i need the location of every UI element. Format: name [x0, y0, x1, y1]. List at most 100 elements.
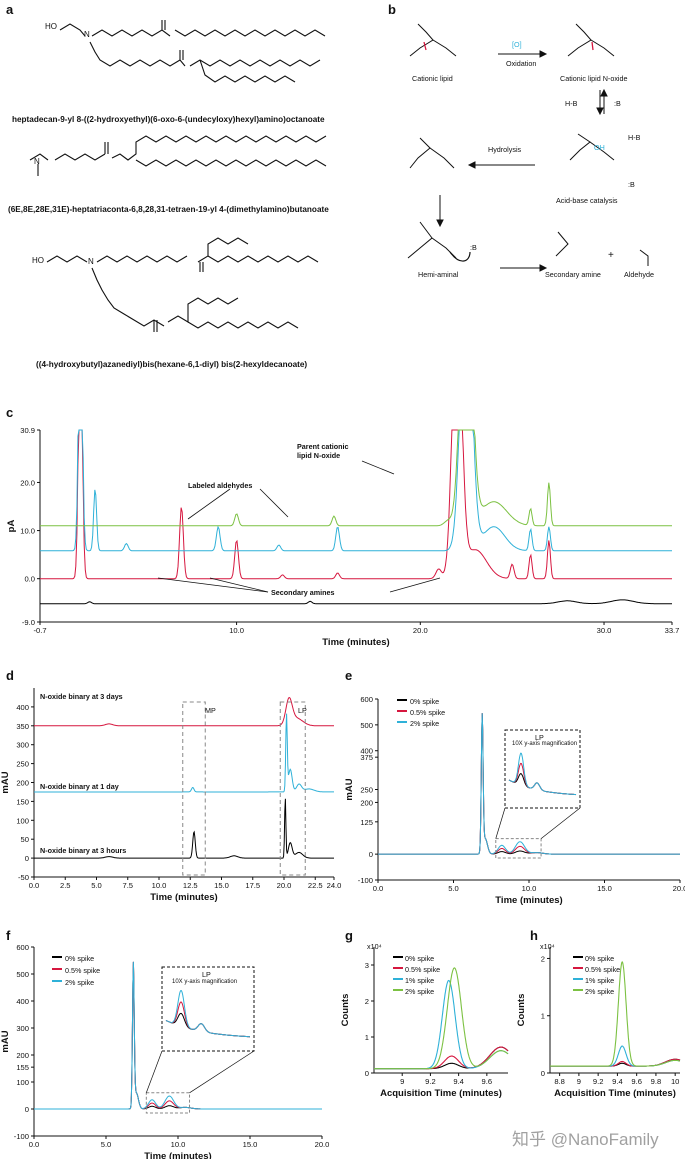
structure-2-chain [135, 159, 327, 167]
inset-connector-1 [495, 807, 506, 839]
series-3-hours [34, 798, 334, 859]
panel-label-e: e [345, 668, 353, 683]
series-line-3 [550, 961, 681, 1067]
x-tick-label: 0.0 [29, 881, 40, 890]
x-tick-label: 9.4 [453, 1077, 464, 1086]
legend-h-3: 2% spike [585, 987, 615, 996]
arrow-amine-1 [157, 577, 269, 593]
label-oh: OH [594, 143, 605, 152]
label-hydrolysis: Hydrolysis [488, 145, 522, 154]
x-tick-label: 22.5 [308, 881, 323, 890]
structure-1-chain [91, 29, 171, 37]
series-3-days [34, 697, 334, 727]
legend-e-1: 0.5% spike [410, 708, 446, 717]
x-tick-label: 8.8 [554, 1077, 565, 1086]
x-tick-label: 20.0 [673, 884, 685, 893]
x-tick-label: 30.0 [597, 626, 612, 635]
panel-label-g: g [345, 928, 353, 943]
arrow-amine-3 [389, 577, 441, 593]
y-tick-label: 10.0 [20, 527, 35, 536]
structure-3-chain [46, 255, 88, 263]
label-n-oxide: Cationic lipid N-oxide [560, 74, 628, 83]
arrow-parent [361, 460, 395, 475]
y-tick-label: 2 [541, 954, 545, 963]
y-tick-label: -50 [18, 873, 29, 882]
series-line-2 [374, 979, 509, 1070]
label-secondary-amine: Secondary amine [545, 270, 601, 279]
y-tick-label: 200 [360, 798, 373, 807]
x-tick-label: 9.8 [651, 1077, 662, 1086]
inset-connector-1 [145, 1050, 163, 1093]
label-hb-1: H-B [565, 99, 578, 108]
panel-label-c: c [6, 405, 14, 420]
label-hemi-aminal: Hemi-aminal [418, 270, 459, 279]
x-tick-label: 9.2 [593, 1077, 604, 1086]
x-tick-label: 9.6 [482, 1077, 493, 1086]
legend-g-3: 2% spike [405, 987, 435, 996]
x-tick-label: 0.0 [373, 884, 384, 893]
label-b-3: :B [470, 243, 477, 252]
x-tick-label: 10.0 [152, 881, 167, 890]
inset-connector-2 [189, 1050, 255, 1094]
label-cationic-lipid: Cationic lipid [412, 74, 453, 83]
structure-1-chain [199, 59, 296, 83]
x-tick-label: 20.0 [277, 881, 292, 890]
label-b-2: :B [628, 180, 635, 189]
panel-b-scheme [407, 23, 649, 272]
x-tick-label: 9.6 [631, 1077, 642, 1086]
inset-series-2 [165, 990, 250, 1038]
y-tick-label: 150 [16, 797, 29, 806]
trace-label-1-day: N-oxide binary at 1 day [40, 782, 119, 791]
legend-g-1: 0.5% spike [405, 965, 441, 974]
legend-h-1: 0.5% spike [585, 965, 621, 974]
x-tick-label: 15.0 [597, 884, 612, 893]
x-tick-label: 10 [671, 1077, 679, 1086]
x-tick-label: 5.0 [448, 884, 459, 893]
y-tick-label: 200 [16, 779, 29, 788]
label-plus: + [608, 250, 614, 261]
trace-label-3-days: N-oxide binary at 3 days [40, 692, 123, 701]
structure-3-chain [207, 255, 319, 263]
legend-f-0: 0% spike [65, 954, 95, 963]
series-line-0 [40, 599, 672, 605]
panel-label-f: f [6, 928, 11, 943]
x-tick-label: 9.2 [425, 1077, 436, 1086]
y-tick-label: -100 [358, 876, 373, 885]
y-tick-label: 0 [25, 854, 29, 863]
structure-2-chain [54, 153, 106, 161]
x-tick-label: 7.5 [122, 881, 133, 890]
y-tick-label: 400 [16, 703, 29, 712]
label-b-1: :B [614, 99, 621, 108]
legend-h-2: 1% spike [585, 976, 615, 985]
lp-box [279, 701, 306, 876]
y-tick-label: 100 [16, 816, 29, 825]
y-tick-label: 0 [369, 850, 373, 859]
annotation-parent-line2: lipid N-oxide [297, 451, 341, 460]
trace-label-3-hours: N-oxide binary at 3 hours [40, 846, 127, 855]
structure-3-chain [96, 255, 188, 263]
x-axis-title: Time (minutes) [322, 637, 389, 648]
y-tick-label: 350 [16, 722, 29, 731]
structure-3-n: N [88, 257, 94, 266]
y-tick-label: 3 [365, 961, 369, 970]
x-tick-label: 15.0 [214, 881, 229, 890]
annotation-aldehydes: Labeled aldehydes [188, 481, 253, 490]
scale-label-h: x10⁴ [540, 942, 555, 951]
y-tick-label: 375 [360, 753, 373, 762]
legend-g-2: 1% spike [405, 976, 435, 985]
inset-connector-2 [540, 807, 581, 839]
x-axis-title: Time (minutes) [495, 895, 562, 906]
structure-1-n: N [84, 30, 90, 39]
arrow-amine-2 [209, 577, 269, 593]
x-axis-title: Acquisition Time (minutes) [554, 1088, 676, 1099]
y-tick-label: 20.0 [20, 478, 35, 487]
structure-2-n: N [34, 157, 40, 166]
y-tick-label: 2 [365, 997, 369, 1006]
y-tick-label: -9.0 [22, 618, 35, 627]
structure-2-chain [29, 153, 49, 161]
legend-f-1: 0.5% spike [65, 966, 101, 975]
structure-1-chain [59, 23, 86, 37]
y-tick-label: 400 [16, 997, 29, 1006]
legend-g-0: 0% spike [405, 954, 435, 963]
